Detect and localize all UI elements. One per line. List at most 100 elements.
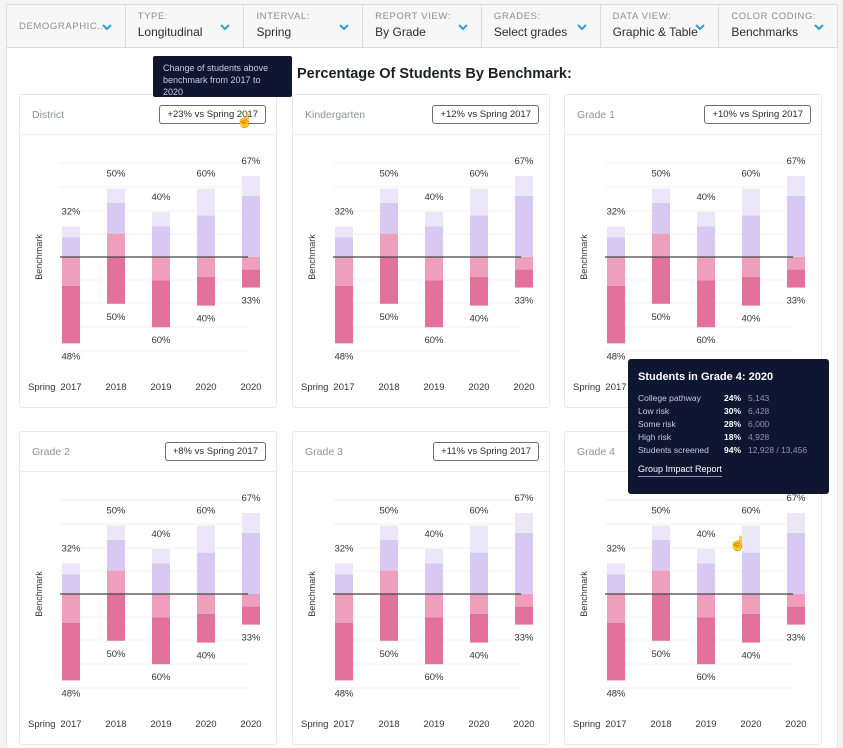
bar-segment-some-risk[interactable] xyxy=(652,570,670,594)
bar-segment-low-risk[interactable] xyxy=(335,574,353,594)
bar-segment-college-pathway[interactable] xyxy=(197,525,215,553)
bar-segment-college-pathway[interactable] xyxy=(470,525,488,553)
bar-segment-high-risk[interactable] xyxy=(62,285,80,344)
bar-segment-college-pathway[interactable] xyxy=(515,513,533,533)
change-badge[interactable]: +11% vs Spring 2017 xyxy=(433,442,539,461)
bar-segment-low-risk[interactable] xyxy=(152,563,170,594)
filter-interval[interactable]: INTERVAL: Spring xyxy=(244,5,364,47)
bar-segment-low-risk[interactable] xyxy=(62,574,80,594)
bar-segment-low-risk[interactable] xyxy=(515,532,533,594)
bar-segment-some-risk[interactable] xyxy=(242,594,260,607)
bar-segment-college-pathway[interactable] xyxy=(697,549,715,564)
bar-segment-high-risk[interactable] xyxy=(742,276,760,306)
bar-segment-high-risk[interactable] xyxy=(335,622,353,681)
bar-segment-college-pathway[interactable] xyxy=(652,525,670,540)
bar-segment-high-risk[interactable] xyxy=(607,622,625,681)
bar-segment-low-risk[interactable] xyxy=(62,237,80,257)
bar-segment-college-pathway[interactable] xyxy=(380,525,398,540)
bar-segment-low-risk[interactable] xyxy=(425,563,443,594)
bar-segment-high-risk[interactable] xyxy=(787,606,805,625)
bar-segment-college-pathway[interactable] xyxy=(652,188,670,203)
bar-segment-some-risk[interactable] xyxy=(62,257,80,286)
bar-segment-some-risk[interactable] xyxy=(107,570,125,594)
bar-segment-college-pathway[interactable] xyxy=(380,188,398,203)
bar-segment-college-pathway[interactable] xyxy=(242,513,260,533)
bar-segment-some-risk[interactable] xyxy=(380,233,398,257)
bar-segment-high-risk[interactable] xyxy=(697,280,715,328)
change-badge[interactable]: +10% vs Spring 2017 xyxy=(704,105,811,124)
bar-segment-high-risk[interactable] xyxy=(652,594,670,641)
bar-segment-low-risk[interactable] xyxy=(425,226,443,257)
bar-segment-some-risk[interactable] xyxy=(197,257,215,277)
change-badge[interactable]: +8% vs Spring 2017 xyxy=(164,442,266,461)
bar-segment-low-risk[interactable] xyxy=(335,237,353,257)
bar-segment-college-pathway[interactable] xyxy=(152,549,170,564)
bar-segment-low-risk[interactable] xyxy=(380,203,398,234)
bar-segment-high-risk[interactable] xyxy=(380,257,398,304)
bar-segment-high-risk[interactable] xyxy=(152,617,170,665)
change-badge[interactable]: +12% vs Spring 2017 xyxy=(432,105,539,124)
bar-segment-college-pathway[interactable] xyxy=(197,188,215,216)
bar-segment-low-risk[interactable] xyxy=(152,226,170,257)
bar-segment-low-risk[interactable] xyxy=(787,195,805,257)
bar-segment-high-risk[interactable] xyxy=(242,606,260,625)
bar-segment-low-risk[interactable] xyxy=(607,574,625,594)
bar-segment-some-risk[interactable] xyxy=(335,257,353,286)
bar-segment-high-risk[interactable] xyxy=(197,613,215,643)
bar-segment-some-risk[interactable] xyxy=(152,257,170,281)
bar-segment-high-risk[interactable] xyxy=(742,613,760,643)
bar-segment-some-risk[interactable] xyxy=(697,257,715,281)
bar-segment-college-pathway[interactable] xyxy=(607,226,625,238)
bar-segment-low-risk[interactable] xyxy=(242,532,260,594)
bar-segment-some-risk[interactable] xyxy=(470,257,488,277)
filter-color-coding[interactable]: COLOR CODING: Benchmarks xyxy=(719,5,837,47)
bar-segment-some-risk[interactable] xyxy=(515,257,533,270)
bar-segment-some-risk[interactable] xyxy=(742,257,760,277)
bar-segment-some-risk[interactable] xyxy=(335,594,353,623)
bar-segment-some-risk[interactable] xyxy=(62,594,80,623)
bar-segment-high-risk[interactable] xyxy=(197,276,215,306)
bar-segment-low-risk[interactable] xyxy=(742,552,760,594)
bar-segment-high-risk[interactable] xyxy=(380,594,398,641)
bar-segment-some-risk[interactable] xyxy=(607,257,625,286)
bar-segment-college-pathway[interactable] xyxy=(425,549,443,564)
bar-segment-high-risk[interactable] xyxy=(470,613,488,643)
bar-segment-college-pathway[interactable] xyxy=(107,188,125,203)
filter-type[interactable]: TYPE: Longitudinal xyxy=(126,5,245,47)
group-impact-report-link[interactable]: Group Impact Report xyxy=(638,464,723,477)
bar-segment-college-pathway[interactable] xyxy=(787,176,805,196)
bar-segment-some-risk[interactable] xyxy=(425,257,443,281)
bar-segment-low-risk[interactable] xyxy=(607,237,625,257)
bar-segment-low-risk[interactable] xyxy=(515,195,533,257)
bar-segment-some-risk[interactable] xyxy=(152,594,170,618)
bar-segment-low-risk[interactable] xyxy=(107,540,125,571)
bar-segment-college-pathway[interactable] xyxy=(107,525,125,540)
bar-segment-some-risk[interactable] xyxy=(380,570,398,594)
bar-segment-low-risk[interactable] xyxy=(697,226,715,257)
bar-segment-low-risk[interactable] xyxy=(470,215,488,257)
bar-segment-some-risk[interactable] xyxy=(242,257,260,270)
bar-segment-college-pathway[interactable] xyxy=(335,563,353,575)
bar-segment-high-risk[interactable] xyxy=(515,269,533,288)
filter-demographic[interactable]: DEMOGRAPHIC... xyxy=(7,5,126,47)
bar-segment-college-pathway[interactable] xyxy=(697,212,715,227)
bar-segment-high-risk[interactable] xyxy=(787,269,805,288)
bar-segment-low-risk[interactable] xyxy=(107,203,125,234)
bar-segment-some-risk[interactable] xyxy=(787,594,805,607)
bar-segment-high-risk[interactable] xyxy=(152,280,170,328)
bar-segment-some-risk[interactable] xyxy=(652,233,670,257)
bar-segment-low-risk[interactable] xyxy=(380,540,398,571)
bar-segment-high-risk[interactable] xyxy=(652,257,670,304)
bar-segment-college-pathway[interactable] xyxy=(335,226,353,238)
bar-segment-college-pathway[interactable] xyxy=(787,513,805,533)
change-badge[interactable]: +23% vs Spring 2017 xyxy=(159,105,266,124)
bar-segment-high-risk[interactable] xyxy=(470,276,488,306)
bar-segment-some-risk[interactable] xyxy=(787,257,805,270)
bar-segment-college-pathway[interactable] xyxy=(62,563,80,575)
bar-segment-low-risk[interactable] xyxy=(787,532,805,594)
bar-segment-low-risk[interactable] xyxy=(742,215,760,257)
bar-segment-some-risk[interactable] xyxy=(107,233,125,257)
bar-segment-high-risk[interactable] xyxy=(425,617,443,665)
bar-segment-college-pathway[interactable] xyxy=(742,188,760,216)
bar-segment-high-risk[interactable] xyxy=(107,594,125,641)
